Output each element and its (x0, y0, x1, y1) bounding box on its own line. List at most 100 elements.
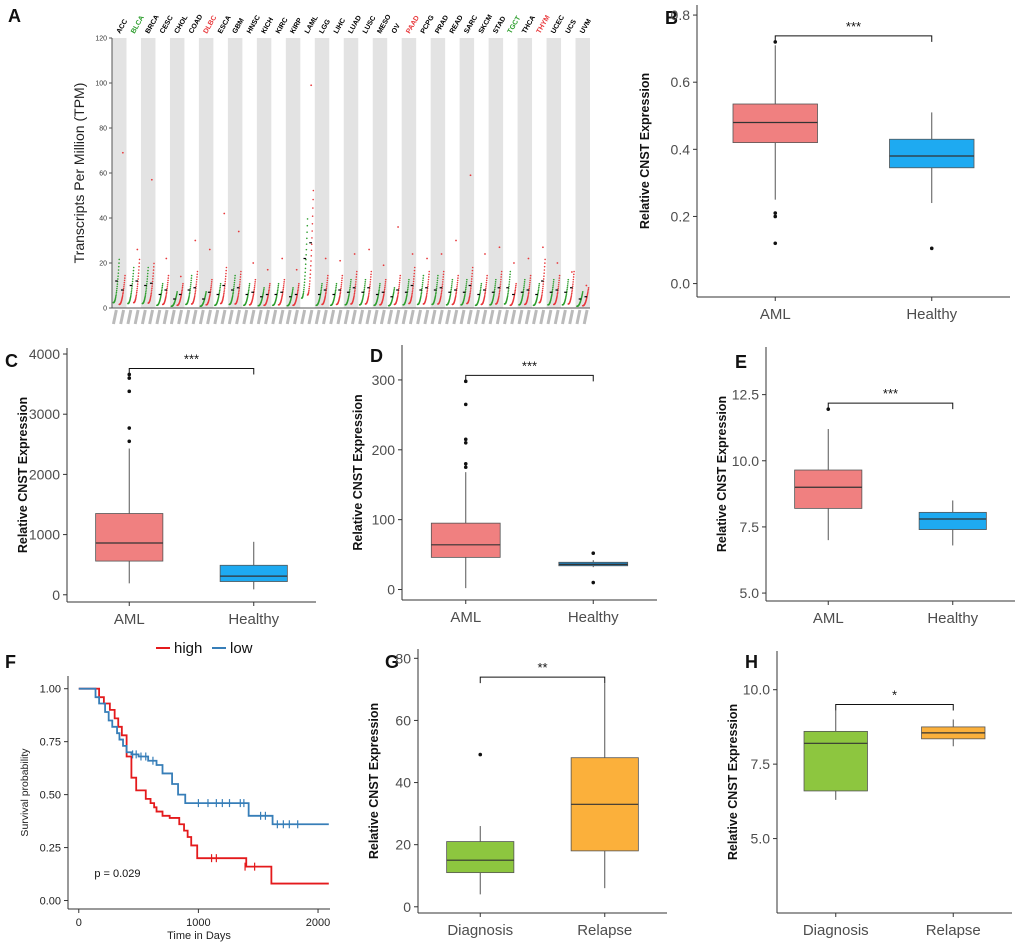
expression-point (348, 293, 350, 295)
significance-label: *** (883, 386, 898, 401)
expression-point (494, 281, 497, 283)
expression-point (422, 274, 425, 277)
expression-point (543, 275, 545, 277)
expression-point (498, 291, 501, 293)
expression-point (189, 287, 192, 290)
expression-point (144, 296, 146, 299)
expression-point (341, 274, 344, 277)
expression-point (465, 283, 468, 285)
outlier-point (478, 752, 483, 757)
expression-point (362, 293, 365, 295)
expression-point (222, 296, 224, 299)
significance-label: *** (522, 358, 537, 373)
expression-point (254, 281, 256, 283)
significance-bracket (835, 704, 954, 711)
panel-g: G 0 20 40 60 80 Relative CNST Expression Diagno… (367, 649, 667, 939)
max-point (542, 246, 544, 249)
expression-point (471, 272, 474, 275)
significance-bracket (465, 374, 594, 382)
expression-point (466, 278, 468, 281)
expression-point (484, 292, 486, 295)
expression-point (538, 282, 541, 285)
expression-point (412, 287, 414, 289)
expression-point (218, 292, 221, 295)
x-tick-label-mark (568, 309, 575, 325)
expression-point (541, 291, 544, 294)
expression-point (303, 288, 305, 291)
expression-point (352, 296, 355, 299)
expression-point (161, 286, 164, 289)
expression-point (160, 289, 163, 292)
expression-point (267, 291, 270, 293)
box-iqr (219, 564, 288, 582)
x-axis-label: Time in Days (167, 930, 231, 942)
expression-point (319, 295, 321, 297)
x-tick-label-mark (314, 309, 321, 325)
max-point (266, 268, 269, 271)
x-tick-label-mark (459, 309, 466, 325)
expression-point (252, 293, 255, 295)
expression-point (234, 277, 236, 279)
y-tick-label: 80 (395, 650, 411, 666)
p-value-annotation: p = 0.029 (94, 868, 140, 880)
expression-point (399, 274, 402, 277)
box-relapse: Relapse (570, 683, 639, 939)
x-tick-label-mark (445, 309, 451, 325)
y-tick-label: 0.2 (671, 208, 691, 224)
box-healthy: Healthy (889, 112, 975, 323)
expression-point (238, 285, 241, 288)
expression-point (498, 289, 501, 291)
expression-point (121, 296, 124, 299)
expression-point (210, 286, 212, 289)
expression-point (384, 281, 387, 283)
expression-point (456, 283, 459, 286)
expression-point (493, 290, 496, 292)
max-point (223, 212, 226, 215)
max-point (469, 174, 472, 177)
cancer-label: KICH (260, 17, 275, 35)
expression-point (340, 281, 343, 284)
expression-point (398, 285, 400, 288)
expression-point (355, 281, 357, 283)
x-tick-label-mark (336, 309, 343, 325)
expression-point (237, 296, 239, 299)
expression-point (411, 290, 414, 293)
outlier-point (773, 241, 778, 246)
expression-point (145, 289, 147, 291)
y-tick-label: 100 (372, 512, 396, 528)
expression-point (138, 269, 140, 271)
expression-point (146, 275, 149, 278)
expression-point (137, 272, 140, 274)
expression-point (167, 274, 170, 277)
expression-point (355, 270, 358, 273)
expression-point (437, 274, 439, 277)
expression-point (339, 292, 342, 295)
box-iqr (430, 522, 501, 558)
expression-point (457, 277, 459, 279)
expression-point (320, 286, 323, 289)
cancer-label: UCS (565, 18, 579, 35)
x-tick-label-mark (126, 309, 133, 325)
expression-point (181, 284, 184, 287)
expression-point (311, 223, 314, 225)
expression-point (485, 279, 488, 282)
expression-point (455, 292, 457, 295)
expression-point (378, 289, 380, 292)
expression-point (308, 287, 310, 290)
y-tick-label: 0 (387, 582, 395, 598)
expression-point (152, 278, 154, 280)
expression-point (407, 285, 410, 287)
expression-point (309, 273, 312, 275)
expression-point (587, 289, 589, 292)
expression-point (471, 275, 473, 278)
y-tick-label: 4000 (29, 346, 60, 362)
panel-letter: F (5, 652, 16, 672)
expression-point (464, 293, 466, 295)
expression-point (413, 266, 416, 269)
expression-point (253, 290, 255, 292)
expression-point (410, 296, 413, 299)
expression-point (116, 283, 119, 285)
box-iqr (889, 138, 975, 169)
expression-point (232, 291, 235, 293)
